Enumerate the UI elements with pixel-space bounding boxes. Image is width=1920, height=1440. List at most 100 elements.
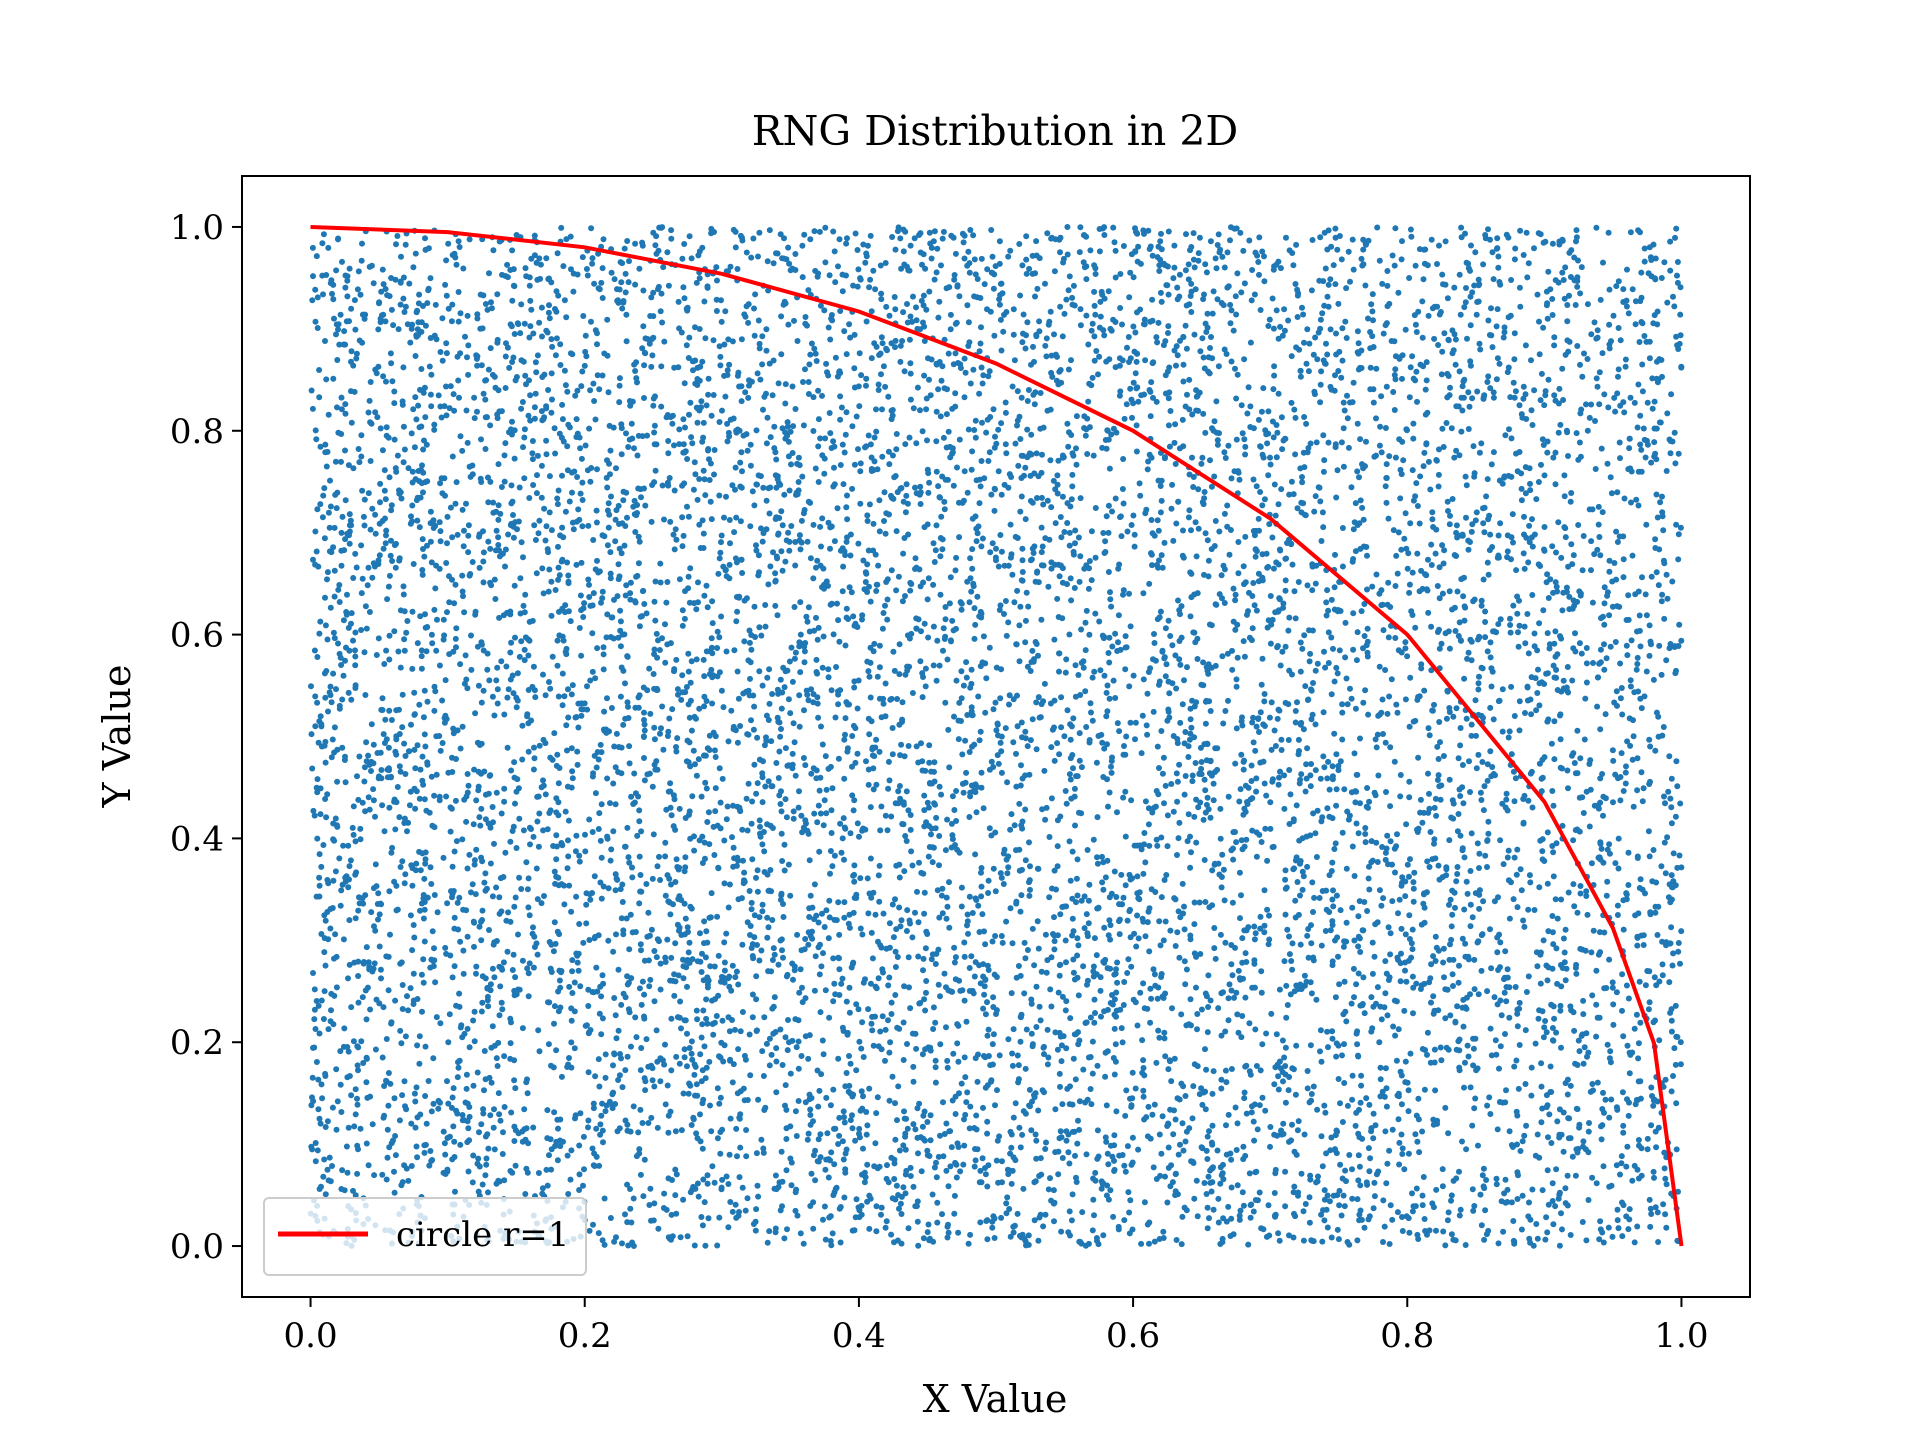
scatter-point xyxy=(507,838,514,845)
scatter-point xyxy=(1360,699,1367,706)
scatter-point xyxy=(1610,1021,1617,1028)
scatter-point xyxy=(1610,799,1616,806)
scatter-point xyxy=(901,868,908,875)
scatter-point xyxy=(951,713,957,720)
scatter-point xyxy=(321,988,328,995)
scatter-point xyxy=(1176,954,1183,961)
scatter-point xyxy=(801,707,807,714)
scatter-point xyxy=(1097,313,1104,320)
scatter-point xyxy=(521,657,528,664)
scatter-point xyxy=(448,1104,455,1111)
scatter-point xyxy=(827,545,833,552)
scatter-point xyxy=(1472,697,1479,704)
scatter-point xyxy=(1556,385,1563,392)
scatter-point xyxy=(1460,800,1467,807)
scatter-point xyxy=(859,1019,866,1026)
scatter-point xyxy=(1357,1099,1364,1106)
scatter-point xyxy=(1369,308,1376,315)
scatter-point xyxy=(978,364,985,371)
scatter-point xyxy=(1410,420,1417,427)
scatter-point xyxy=(947,326,954,333)
scatter-point xyxy=(503,663,510,670)
scatter-point xyxy=(863,382,869,389)
scatter-point xyxy=(432,979,439,986)
scatter-point xyxy=(797,546,804,553)
scatter-point xyxy=(1272,743,1279,749)
scatter-point xyxy=(327,925,334,932)
scatter-point xyxy=(631,445,637,452)
scatter-point xyxy=(625,703,631,710)
scatter-point xyxy=(841,914,848,921)
scatter-point xyxy=(334,404,340,411)
scatter-point xyxy=(685,1090,692,1097)
scatter-point xyxy=(478,937,485,944)
scatter-point xyxy=(931,276,938,283)
scatter-point xyxy=(1147,1019,1154,1026)
scatter-point xyxy=(744,827,751,834)
scatter-point xyxy=(704,745,711,752)
scatter-point xyxy=(625,444,632,450)
scatter-point xyxy=(541,893,547,899)
scatter-point xyxy=(774,714,781,721)
scatter-point xyxy=(1112,695,1119,701)
scatter-point xyxy=(342,536,349,543)
scatter-point xyxy=(1346,1152,1353,1158)
scatter-point xyxy=(484,993,491,1000)
scatter-point xyxy=(1042,1146,1049,1152)
scatter-point xyxy=(548,409,555,416)
scatter-point xyxy=(1561,493,1568,500)
scatter-point xyxy=(1257,1067,1264,1074)
scatter-point xyxy=(1652,545,1659,551)
scatter-point xyxy=(1531,630,1538,637)
scatter-point xyxy=(1202,429,1209,436)
scatter-point xyxy=(1128,1102,1135,1109)
scatter-point xyxy=(1075,1041,1082,1048)
scatter-point xyxy=(843,240,850,247)
scatter-point xyxy=(636,807,643,814)
scatter-point xyxy=(502,353,509,360)
scatter-point xyxy=(478,1008,485,1015)
scatter-point xyxy=(934,1219,941,1226)
scatter-point xyxy=(1318,942,1325,949)
scatter-point xyxy=(963,659,970,666)
scatter-point xyxy=(563,651,570,658)
scatter-point xyxy=(459,723,466,730)
scatter-point xyxy=(1369,583,1376,590)
scatter-point xyxy=(1357,364,1363,371)
scatter-point xyxy=(417,613,424,620)
scatter-point xyxy=(916,1100,923,1107)
scatter-point xyxy=(1027,472,1034,479)
scatter-point xyxy=(635,1129,642,1136)
scatter-point xyxy=(415,332,422,338)
scatter-point xyxy=(598,749,605,756)
scatter-point xyxy=(1465,426,1472,432)
scatter-point xyxy=(737,723,744,729)
scatter-point xyxy=(1304,326,1311,333)
scatter-point xyxy=(1030,343,1036,350)
scatter-point xyxy=(628,793,635,800)
scatter-point xyxy=(648,1114,655,1121)
scatter-point xyxy=(1072,540,1078,547)
scatter-point xyxy=(698,1214,705,1220)
scatter-point xyxy=(1143,722,1150,729)
scatter-point xyxy=(1091,996,1098,1003)
scatter-point xyxy=(669,706,676,713)
scatter-point xyxy=(316,874,323,881)
scatter-point xyxy=(837,416,844,423)
scatter-point xyxy=(411,1090,418,1097)
scatter-point xyxy=(1523,989,1530,995)
scatter-point xyxy=(1316,277,1323,284)
scatter-point xyxy=(1501,989,1508,996)
scatter-point xyxy=(1401,535,1408,542)
scatter-point xyxy=(1648,1122,1655,1129)
scatter-point xyxy=(393,907,400,914)
scatter-point xyxy=(645,1120,652,1126)
scatter-point xyxy=(1290,818,1297,825)
scatter-point xyxy=(463,1071,470,1078)
scatter-point xyxy=(627,1128,634,1135)
scatter-point xyxy=(1543,288,1550,295)
scatter-point xyxy=(1106,465,1113,472)
scatter-point xyxy=(729,482,736,489)
scatter-point xyxy=(1469,395,1476,402)
scatter-point xyxy=(608,846,615,853)
